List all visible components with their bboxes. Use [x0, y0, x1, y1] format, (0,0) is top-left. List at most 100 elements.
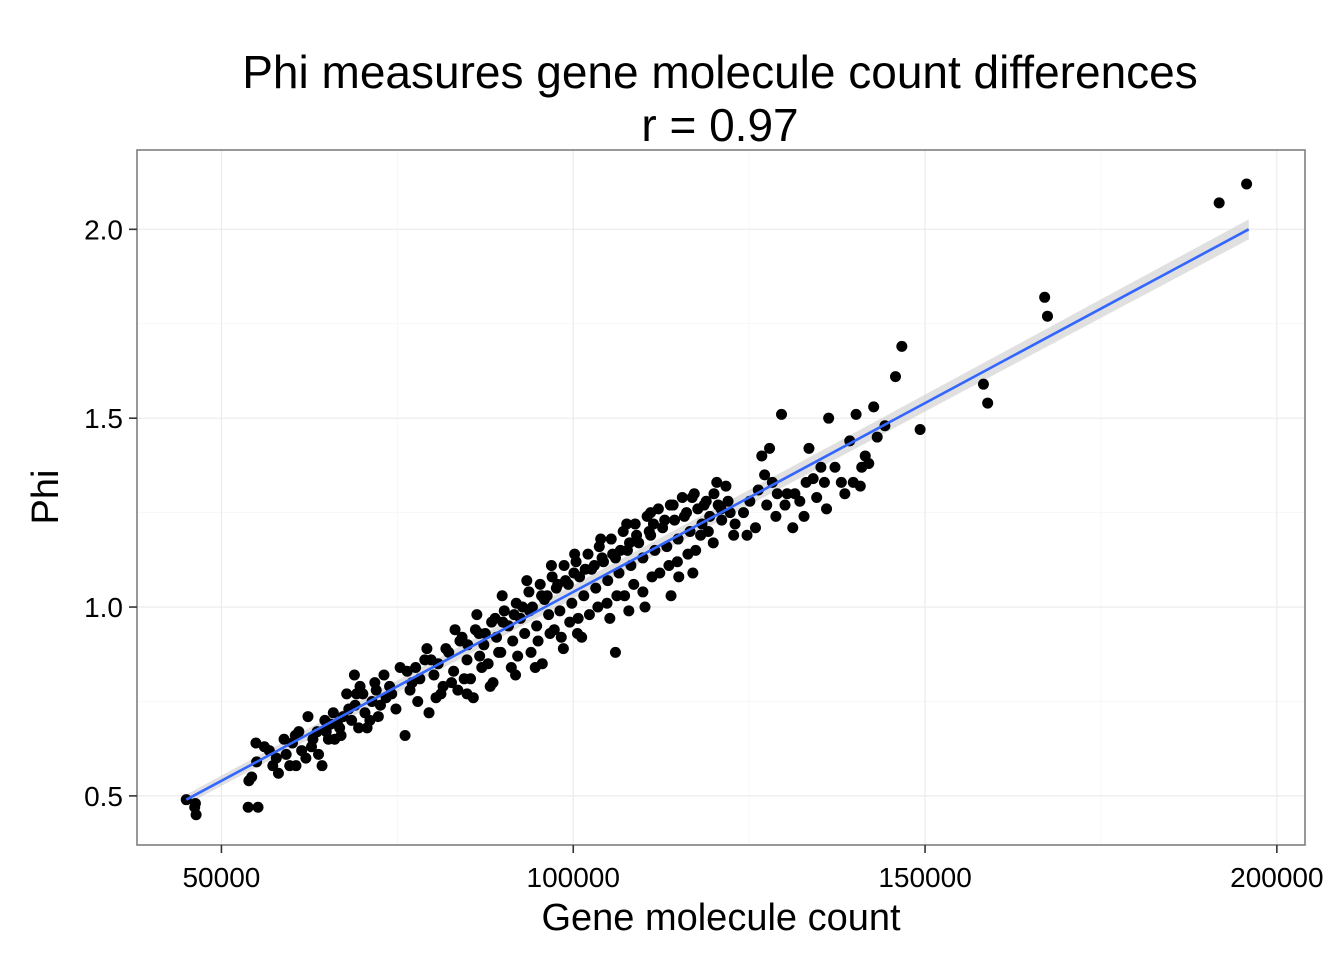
data-point: [523, 586, 535, 598]
data-point: [596, 552, 608, 564]
data-point: [543, 609, 555, 621]
y-axis-title: Phi: [25, 470, 67, 525]
data-point: [546, 571, 558, 583]
data-point: [512, 650, 524, 662]
fit-line-layer: [185, 228, 1250, 801]
plot-panel-border: [136, 149, 1306, 846]
data-point: [461, 654, 473, 666]
data-point: [815, 461, 827, 473]
data-point: [756, 450, 768, 462]
data-point: [604, 612, 616, 624]
data-point: [401, 665, 413, 677]
data-point: [548, 624, 560, 636]
data-point: [856, 461, 868, 473]
data-point: [1041, 310, 1053, 322]
data-point: [334, 722, 346, 734]
data-point: [412, 695, 424, 707]
data-point: [663, 559, 675, 571]
data-point: [517, 601, 529, 613]
data-point: [484, 680, 496, 692]
data-point: [302, 711, 314, 723]
data-point: [671, 556, 683, 568]
data-point: [536, 590, 548, 602]
data-point: [521, 575, 533, 587]
data-point: [572, 612, 584, 624]
data-point: [761, 499, 773, 511]
data-point: [729, 518, 741, 530]
data-point: [267, 760, 279, 772]
data-point: [583, 609, 595, 621]
data-point: [410, 661, 422, 673]
data-point: [977, 378, 989, 390]
data-point: [545, 559, 557, 571]
data-point: [446, 677, 458, 689]
data-point: [554, 605, 566, 617]
data-point: [624, 537, 636, 549]
x-tick-label: 50000: [182, 862, 260, 893]
data-point: [738, 507, 750, 519]
data-point: [794, 495, 806, 507]
y-axis: 0.5 1.0 1.5 2.0: [84, 214, 137, 812]
data-point: [770, 510, 782, 522]
data-point: [569, 548, 581, 560]
data-point: [357, 688, 369, 700]
data-point: [678, 510, 690, 522]
data-point: [628, 578, 640, 590]
data-point: [461, 688, 473, 700]
data-point: [665, 590, 677, 602]
data-point: [839, 488, 851, 500]
data-point: [280, 748, 292, 760]
y-tick-label: 1.5: [84, 403, 123, 434]
data-point: [566, 597, 578, 609]
data-point: [850, 408, 862, 420]
data-point: [889, 371, 901, 383]
data-point: [568, 567, 580, 579]
data-point: [611, 590, 623, 602]
data-point: [243, 775, 255, 787]
data-point: [423, 707, 435, 719]
data-point: [474, 650, 486, 662]
x-axis: 50000 100000 150000 200000: [182, 845, 1324, 893]
data-point: [341, 688, 353, 700]
data-points: [180, 178, 1253, 821]
data-point: [835, 476, 847, 488]
data-point: [399, 729, 411, 741]
data-point: [716, 514, 728, 526]
data-point: [707, 537, 719, 549]
data-point: [682, 548, 694, 560]
data-point: [595, 533, 607, 545]
data-point: [702, 525, 714, 537]
data-point: [646, 571, 658, 583]
data-point: [811, 492, 823, 503]
x-tick-label: 100000: [527, 862, 620, 893]
data-point: [346, 714, 358, 726]
data-point: [293, 726, 305, 738]
data-point: [588, 559, 600, 571]
data-point: [510, 669, 522, 681]
data-point: [300, 752, 312, 764]
data-point: [669, 514, 681, 526]
data-point: [531, 620, 543, 632]
x-tick-label: 200000: [1230, 862, 1323, 893]
data-point: [619, 590, 631, 602]
data-point: [327, 707, 339, 719]
data-point: [771, 488, 783, 500]
data-point: [1241, 178, 1253, 190]
data-point: [637, 586, 649, 598]
data-point: [623, 605, 635, 617]
data-point: [508, 609, 520, 621]
data-point: [498, 605, 510, 617]
data-point: [421, 643, 433, 655]
data-point: [1213, 197, 1225, 209]
data-point: [374, 699, 386, 711]
data-point: [673, 571, 685, 583]
data-point: [823, 412, 835, 424]
data-point: [364, 714, 376, 726]
data-point: [493, 646, 505, 658]
data-point: [452, 684, 464, 696]
data-point: [448, 665, 460, 677]
data-point: [428, 669, 440, 681]
data-point: [741, 529, 753, 541]
y-tick-label: 1.0: [84, 592, 123, 623]
